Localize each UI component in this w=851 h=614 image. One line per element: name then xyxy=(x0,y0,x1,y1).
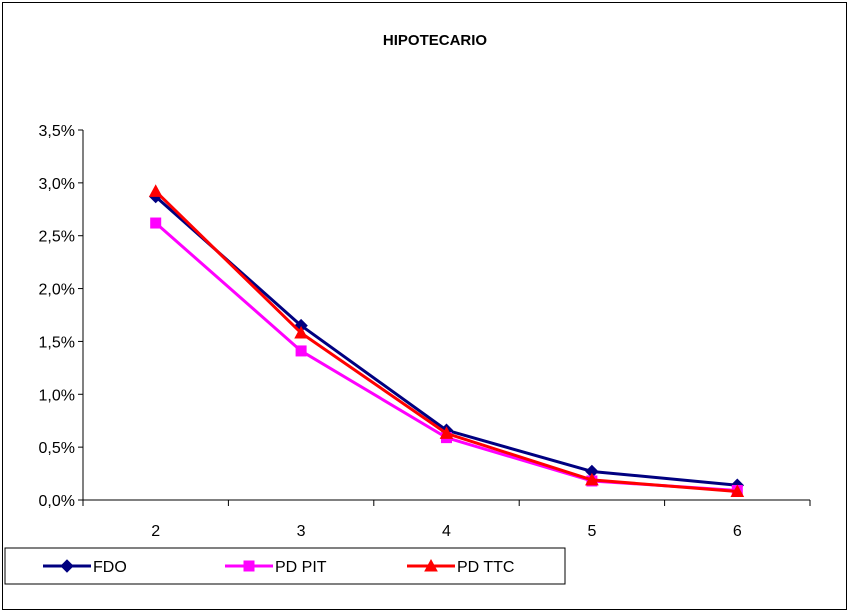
series-line-pd-ttc xyxy=(154,190,738,494)
y-tick-label: 3,5% xyxy=(39,123,75,140)
series-pd-pit xyxy=(150,217,743,496)
series-fdo xyxy=(148,189,745,492)
series-line-pd-pit xyxy=(154,221,738,492)
data-point-pd-ttc xyxy=(439,426,454,439)
chart-axes: 0,0% 0,5% 1,0% 1,5% 2,0% 2,5% 3,0% 3,5% 2 3 4 5 6 xyxy=(39,123,811,540)
legend-item-fdo: FDO xyxy=(43,559,127,576)
y-tick-label: 1,0% xyxy=(39,387,75,404)
legend-swatch-marker xyxy=(243,560,255,572)
legend-swatch-marker xyxy=(424,558,438,572)
chart-title: HIPOTECARIO xyxy=(383,32,488,49)
legend-label: PD TTC xyxy=(457,559,514,576)
legend-label: FDO xyxy=(93,559,127,576)
data-point-pd-ttc xyxy=(294,325,308,339)
legend-label: PD PIT xyxy=(275,559,327,576)
data-point-pd-ttc xyxy=(585,472,599,486)
y-tick-label: 0,5% xyxy=(39,440,75,457)
legend-item-pd-ttc: PD TTC xyxy=(407,558,514,576)
data-point-pd-pit xyxy=(295,345,307,357)
y-tick-label: 1,5% xyxy=(39,334,75,351)
x-tick-label: 3 xyxy=(297,523,306,540)
chart-legend: FDO PD PIT PD TTC xyxy=(4,547,566,585)
data-point-pd-pit xyxy=(150,217,162,229)
y-tick-label: 3,0% xyxy=(39,176,75,193)
series-pd-ttc xyxy=(148,184,745,498)
y-tick-label: 0,0% xyxy=(39,493,75,510)
data-point-pd-ttc xyxy=(148,184,163,197)
y-tick-label: 2,5% xyxy=(39,229,75,246)
series-layer xyxy=(148,184,745,498)
y-tick-label: 2,0% xyxy=(39,282,75,299)
legend-swatch-marker xyxy=(60,559,74,573)
legend-item-pd-pit: PD PIT xyxy=(225,559,327,576)
data-point-pd-ttc xyxy=(730,484,745,498)
x-tick-label: 6 xyxy=(733,523,742,540)
legend-box xyxy=(4,547,566,585)
x-tick-label: 5 xyxy=(587,523,596,540)
x-tick-label: 4 xyxy=(442,523,451,540)
x-tick-label: 2 xyxy=(151,523,160,540)
